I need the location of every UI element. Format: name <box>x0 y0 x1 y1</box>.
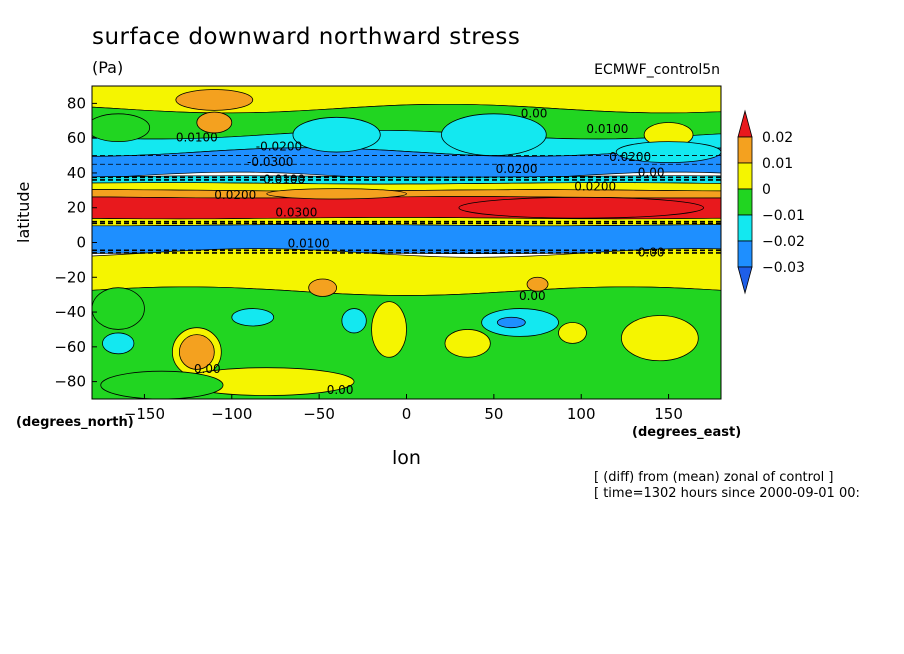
colorbar-label: −0.03 <box>762 260 805 276</box>
contour-feature <box>102 332 135 355</box>
x-tick-label: −150 <box>124 405 165 423</box>
contour-feature <box>266 188 407 200</box>
contour-label: 0.00 <box>638 165 665 179</box>
y-axis-units: (degrees_north) <box>16 415 134 430</box>
contour-feature <box>526 276 549 292</box>
colorbar-segment <box>737 136 753 164</box>
contour-label: 0.0100 <box>176 131 218 145</box>
contour-label: 0.00 <box>521 106 548 120</box>
colorbar-label: 0 <box>762 182 771 198</box>
contour-feature <box>196 111 233 134</box>
x-tick-label: 100 <box>567 405 596 423</box>
colorbar: 0.02 0.01 0 −0.01 −0.02 −0.03 <box>737 109 805 295</box>
y-axis: 80 60 40 20 0 −20 −40 −60 −80 <box>54 94 97 391</box>
contour-label: 0.0100 <box>263 172 305 186</box>
contour-label: 0.00 <box>194 362 221 376</box>
contour-label: 0.00 <box>327 383 354 397</box>
contour-feature <box>92 113 151 143</box>
chart-title: surface downward northward stress <box>92 24 521 50</box>
contour-label: -0.0300 <box>247 155 293 169</box>
note-time: [ time=1302 hours since 2000-09-01 00: <box>594 486 860 501</box>
x-tick-label: 150 <box>654 405 683 423</box>
colorbar-label: 0.01 <box>762 156 793 172</box>
colorbar-segment <box>737 162 753 190</box>
contour-label: 0.0100 <box>586 122 628 136</box>
y-tick-label: 20 <box>67 199 86 217</box>
contour-feature <box>175 89 254 111</box>
contour-feature <box>308 278 338 297</box>
contour-label: 0.0200 <box>574 179 616 193</box>
contour-labels: 0.0100 -0.0200 -0.0300 0.0100 0.0200 0.0300 0.… <box>176 106 665 396</box>
contour-band <box>92 182 721 192</box>
contour-feature <box>621 315 699 362</box>
model-label: ECMWF_control5n <box>594 62 720 78</box>
y-tick-label: −20 <box>54 268 86 286</box>
colorbar-label: −0.02 <box>762 234 805 250</box>
contour-feature <box>92 287 145 330</box>
x-tick-label: −50 <box>303 405 335 423</box>
x-axis: −150 −100 −50 0 50 100 150 <box>124 394 683 423</box>
x-tick-label: −100 <box>211 405 252 423</box>
contour-feature <box>444 329 491 358</box>
contour-feature <box>100 370 224 399</box>
note-diff: [ (diff) from (mean) zonal of control ] <box>594 470 834 485</box>
colorbar-segment <box>737 214 753 242</box>
colorbar-segment <box>737 188 753 216</box>
chart-units: (Pa) <box>92 58 124 77</box>
colorbar-label: 0.02 <box>762 130 793 146</box>
contour-feature <box>371 301 407 358</box>
colorbar-segment <box>737 240 753 268</box>
x-tick-label: 0 <box>402 405 412 423</box>
y-tick-label: 80 <box>67 94 86 112</box>
contour-label: 0.00 <box>638 245 665 259</box>
contour-feature <box>341 308 367 334</box>
y-tick-label: 40 <box>67 164 86 182</box>
y-tick-label: −60 <box>54 338 86 356</box>
y-tick-label: −80 <box>54 373 86 391</box>
contour-feature <box>292 116 381 153</box>
colorbar-label: −0.01 <box>762 208 805 224</box>
contour-label: 0.0100 <box>288 237 330 251</box>
contour-feature <box>558 322 587 344</box>
contour-lines <box>92 155 721 254</box>
x-axis-units: (degrees_east) <box>632 425 742 440</box>
contour-label: 0.0200 <box>214 188 256 202</box>
contour-feature <box>231 308 275 327</box>
colorbar-bottom-arrow <box>737 266 753 295</box>
y-tick-label: 60 <box>67 129 86 147</box>
contour-label: 0.0200 <box>496 162 538 176</box>
colorbar-top-arrow <box>737 109 753 138</box>
x-tick-label: 50 <box>484 405 503 423</box>
x-axis-label: lon <box>392 447 421 469</box>
y-tick-label: 0 <box>76 234 86 252</box>
contour-label: 0.00 <box>519 289 546 303</box>
contour-label: 0.0300 <box>275 205 317 219</box>
contour-label: -0.0200 <box>256 139 302 153</box>
y-tick-label: −40 <box>54 303 86 321</box>
contour-feature <box>458 196 704 219</box>
contour-band <box>92 224 721 254</box>
contour-feature <box>178 334 215 370</box>
contour-feature <box>496 316 526 329</box>
contour-label: 0.0200 <box>609 150 651 164</box>
